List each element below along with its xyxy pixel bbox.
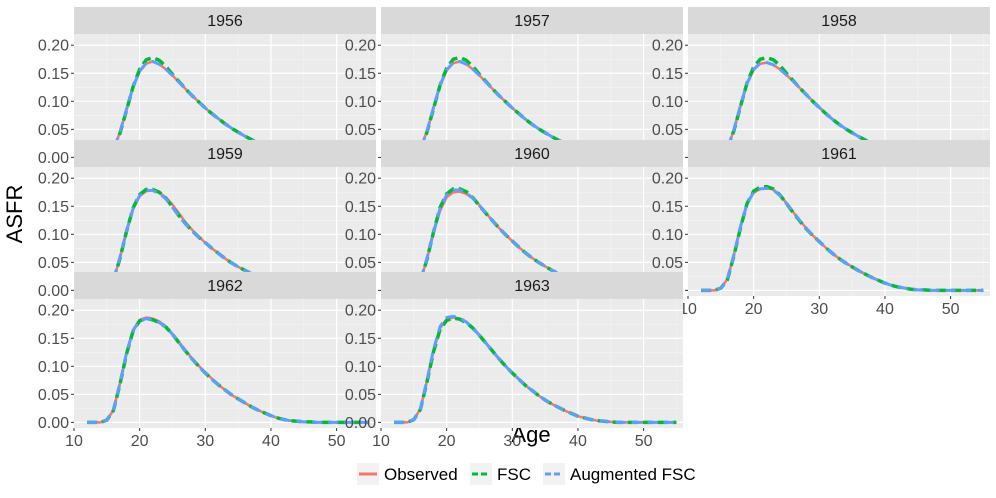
y-tick-label: 0.20 [38, 38, 69, 55]
y-tick-label: 0.15 [652, 199, 683, 216]
x-tick-label: 10 [679, 301, 697, 318]
x-tick-label: 20 [438, 433, 456, 450]
facet-strip [688, 7, 990, 34]
y-tick-label: 0.05 [652, 255, 683, 272]
y-tick-label: 0.20 [38, 303, 69, 320]
facet-strip-label: 1960 [514, 146, 550, 163]
x-tick-label: 40 [569, 433, 587, 450]
legend-item-observed: Observed [357, 463, 458, 485]
series-line-augmented-fsc [394, 59, 677, 159]
y-tick-label: 0.00 [38, 415, 69, 432]
y-tick-label: 0.20 [38, 171, 69, 188]
facet-strip [74, 140, 376, 167]
legend-label: Augmented FSC [570, 465, 696, 484]
y-tick-label: 0.05 [38, 122, 69, 139]
legend-item-augmented-fsc: Augmented FSC [543, 463, 696, 485]
y-tick-label: 0.05 [38, 387, 69, 404]
series-line-augmented-fsc [701, 186, 984, 292]
facet-strip [688, 140, 990, 167]
x-tick-label: 50 [635, 433, 653, 450]
series-line-augmented-fsc [394, 314, 677, 424]
y-tick-label: 0.15 [38, 199, 69, 216]
y-tick-label: 0.20 [345, 171, 376, 188]
y-tick-label: 0.05 [345, 387, 376, 404]
x-tick-label: 50 [328, 433, 346, 450]
y-tick-label: 0.10 [38, 94, 69, 111]
facet-strip-label: 1959 [207, 146, 243, 163]
y-tick-label: 0.05 [652, 122, 683, 139]
x-tick-label: 10 [372, 433, 390, 450]
x-tick-label: 20 [745, 301, 763, 318]
y-tick-label: 0.05 [345, 122, 376, 139]
y-tick-label: 0.10 [345, 94, 376, 111]
y-tick-label: 0.00 [38, 150, 69, 167]
x-tick-label: 50 [942, 301, 960, 318]
x-tick-label: 10 [65, 433, 83, 450]
y-tick-label: 0.10 [38, 359, 69, 376]
legend-label: FSC [497, 465, 531, 484]
x-tick-label: 40 [262, 433, 280, 450]
y-tick-label: 0.05 [38, 255, 69, 272]
facet-strip-label: 1956 [207, 13, 243, 30]
series-line-fsc [87, 187, 370, 293]
y-tick-label: 0.20 [345, 303, 376, 320]
facet-strip-label: 1962 [207, 278, 243, 295]
facet-strip-label: 1958 [821, 13, 857, 30]
facet-strip-label: 1957 [514, 13, 550, 30]
y-tick-label: 0.10 [345, 359, 376, 376]
series-line-augmented-fsc [87, 317, 370, 424]
facet-panel-1963: 1963 0.00 0.05 0.10 0.15 0.20 10 20 30 40 50 [345, 272, 683, 450]
y-tick-label: 0.10 [345, 227, 376, 244]
y-tick-label: 0.20 [345, 38, 376, 55]
y-tick-label: 0.20 [652, 38, 683, 55]
y-tick-label: 0.05 [345, 255, 376, 272]
y-tick-label: 0.00 [38, 283, 69, 300]
facet-strip-label: 1961 [821, 146, 857, 163]
facet-strip [381, 7, 683, 34]
y-axis-title: ASFR [2, 185, 27, 244]
legend-label: Observed [384, 465, 458, 484]
x-tick-label: 40 [876, 301, 894, 318]
x-tick-label: 20 [131, 433, 149, 450]
series-line-fsc [394, 187, 677, 293]
y-tick-label: 0.10 [652, 227, 683, 244]
x-tick-label: 30 [810, 301, 828, 318]
y-tick-label: 0.15 [38, 331, 69, 348]
y-tick-label: 0.20 [652, 171, 683, 188]
y-tick-label: 0.10 [652, 94, 683, 111]
y-tick-label: 0.15 [345, 66, 376, 83]
facet-strip [74, 7, 376, 34]
x-tick-label: 30 [196, 433, 214, 450]
legend-item-fsc: FSC [470, 463, 531, 485]
facet-panel-1962: 1962 0.00 0.05 0.10 0.15 0.20 10 20 30 40 50 [38, 272, 376, 450]
x-tick-label: 30 [503, 433, 521, 450]
y-tick-label: 0.15 [345, 331, 376, 348]
y-tick-label: 0.00 [345, 415, 376, 432]
y-tick-label: 0.10 [38, 227, 69, 244]
legend: Observed FSC Augmented FSC [357, 463, 696, 485]
y-tick-label: 0.15 [652, 66, 683, 83]
y-tick-label: 0.15 [38, 66, 69, 83]
facet-strip [381, 272, 683, 299]
facet-strip [381, 140, 683, 167]
facet-strip-label: 1963 [514, 278, 550, 295]
facet-strip [74, 272, 376, 299]
facet-panels: 1956 0.00 0.05 0.10 0.15 0.20 1957 0.00 0.05 0.10… [38, 7, 990, 450]
y-tick-label: 0.15 [345, 199, 376, 216]
